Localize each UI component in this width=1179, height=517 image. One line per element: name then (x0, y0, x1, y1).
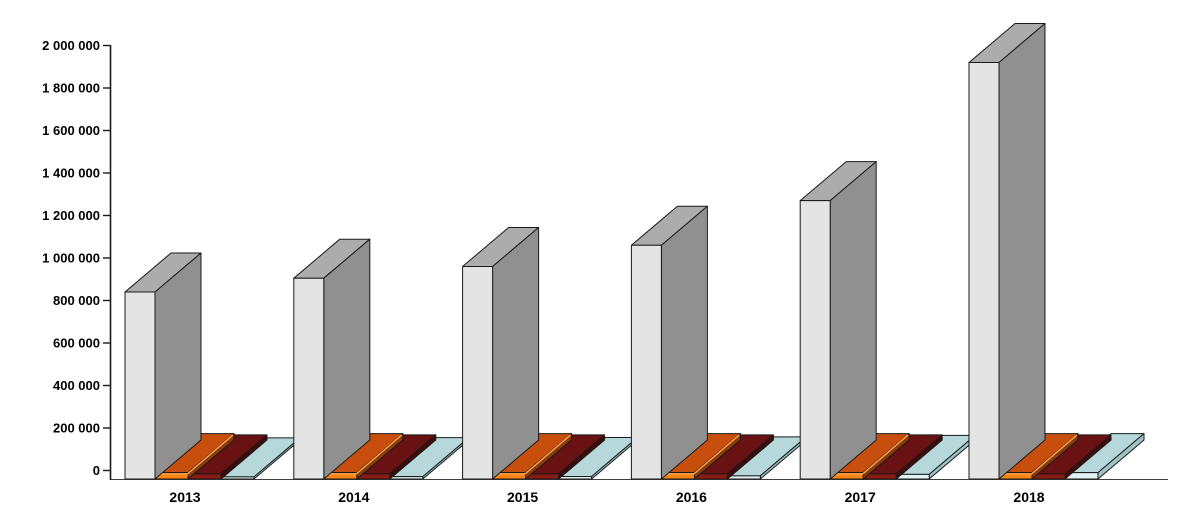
y-axis-tick-label: 0 (93, 463, 100, 478)
y-axis-tick-label: 1 200 000 (42, 208, 100, 223)
bar-group-2015 (462, 227, 639, 480)
bar-gray-total-side (492, 227, 540, 480)
bar-gray-total-front (968, 62, 1000, 480)
y-axis-tick-label: 1 800 000 (42, 81, 100, 96)
bar-orange-highlight-edge (324, 434, 403, 475)
x-axis-label: 2018 (1013, 489, 1044, 505)
x-axis-label: 2014 (338, 489, 369, 505)
bar-gray-total-front (124, 291, 156, 480)
bar-gray-total-front (799, 200, 831, 480)
bar-group-2016 (630, 205, 807, 480)
y-axis-tick-label: 1 600 000 (42, 123, 100, 138)
bar-gray-total-side (323, 238, 371, 480)
y-axis-tick-label: 800 000 (53, 293, 100, 308)
bar-orange-highlight-edge (493, 434, 572, 475)
bar-group-2018 (968, 23, 1145, 480)
bar-gray-total-front (293, 277, 325, 480)
bar-light-blue-front (389, 476, 424, 480)
x-axis-label: 2017 (845, 489, 876, 505)
bar-gray-total-side (829, 161, 877, 480)
bar-light-blue-front (726, 475, 761, 480)
y-axis-tick-label: 1 000 000 (42, 251, 100, 266)
y-axis-tick-label: 400 000 (53, 378, 100, 393)
bar-orange-highlight-edge (831, 434, 909, 475)
x-axis-label: 2015 (507, 489, 538, 505)
bar-orange-highlight-edge (156, 434, 234, 475)
bar-group-2017 (799, 161, 976, 480)
y-axis-tick-label: 600 000 (53, 336, 100, 351)
bar-gray-total-side (660, 205, 708, 480)
bar-orange-highlight-edge (662, 434, 740, 475)
bar-gray-total-side (998, 23, 1046, 480)
x-axis-label: 2016 (676, 489, 707, 505)
x-axis-label: 2013 (169, 489, 200, 505)
bar-light-blue-front (220, 476, 255, 480)
y-axis-tick-label: 200 000 (53, 421, 100, 436)
y-axis-tick-label: 2 000 000 (42, 38, 100, 53)
bar-gray-total-front (630, 244, 662, 480)
y-axis-tick-label: 1 400 000 (42, 166, 100, 181)
bar-group-2013 (124, 252, 301, 480)
bar-gray-total-side (154, 252, 202, 480)
bar-group-2014 (293, 238, 470, 480)
bar-light-blue-front (558, 475, 593, 480)
bar-orange-highlight-edge (1000, 434, 1078, 475)
bar-gray-total-front (462, 266, 494, 480)
